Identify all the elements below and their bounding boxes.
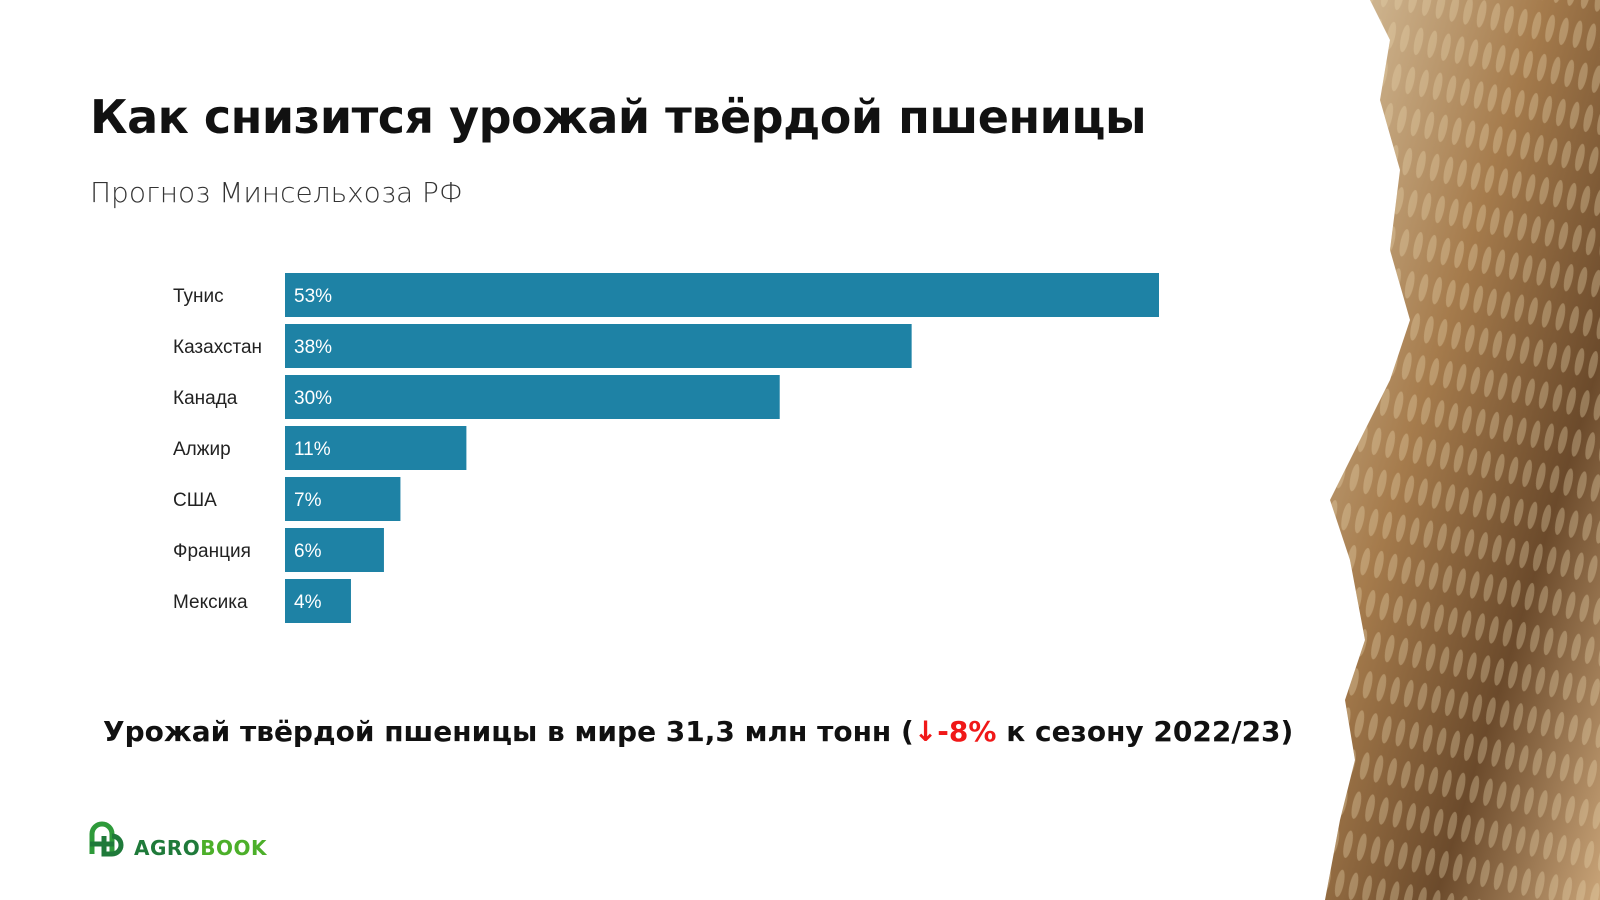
bar — [285, 375, 780, 419]
category-label: Франция — [173, 541, 251, 562]
category-label: Мексика — [173, 592, 248, 613]
bar — [285, 477, 401, 521]
data-label: 30% — [294, 388, 332, 409]
bar — [285, 324, 912, 368]
data-label: 7% — [294, 490, 322, 511]
agrobook-logo-icon — [89, 821, 124, 857]
data-label: 4% — [294, 592, 322, 613]
category-label: Канада — [173, 388, 238, 409]
bar-chart: Тунис 53% Казахстан 38% Канада 30% Алжир 11% США… — [173, 273, 1159, 623]
category-label: Тунис — [173, 286, 224, 307]
wheat-photo — [1325, 0, 1600, 900]
category-label: Алжир — [173, 439, 231, 460]
data-label: 38% — [294, 337, 332, 358]
logo-text-agro: AGRO — [134, 836, 201, 860]
page-subtitle: Прогноз Минсельхоза РФ — [90, 176, 463, 209]
summary-prefix: Урожай твёрдой пшеницы в мире 31,3 млн т… — [103, 715, 914, 748]
bar — [285, 426, 467, 470]
arrow-down-icon: ↓ — [913, 715, 938, 748]
bar — [285, 579, 351, 623]
summary-change: -8% — [937, 715, 997, 748]
category-label: США — [173, 490, 217, 511]
summary-suffix: к сезону 2022/23) — [996, 715, 1294, 748]
data-label: 6% — [294, 541, 322, 562]
bar — [285, 273, 1159, 317]
agrobook-logo: AGROBOOK — [88, 820, 267, 860]
summary-text: Урожай твёрдой пшеницы в мире 31,3 млн т… — [103, 715, 1293, 748]
page-title: Как снизится урожай твёрдой пшеницы — [90, 90, 1147, 144]
data-label: 53% — [294, 286, 332, 307]
category-label: Казахстан — [173, 337, 262, 358]
logo-text-book: BOOK — [200, 836, 268, 860]
data-label: 11% — [294, 439, 331, 460]
bar — [285, 528, 384, 572]
